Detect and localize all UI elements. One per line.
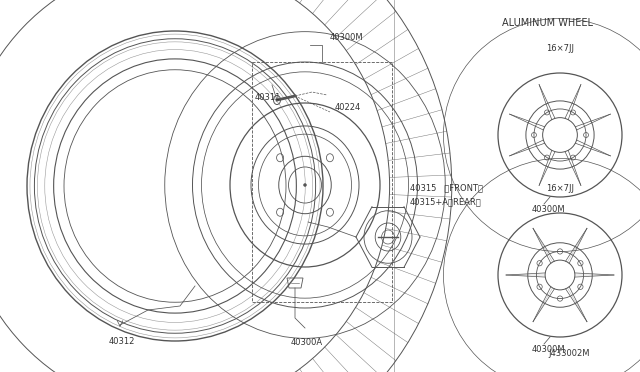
Text: 16×7JJ: 16×7JJ <box>546 184 574 193</box>
Text: 40224: 40224 <box>335 103 361 112</box>
Text: 40300M: 40300M <box>531 205 565 214</box>
Text: 40300M: 40300M <box>330 33 364 42</box>
Text: 40315+A（REAR）: 40315+A（REAR） <box>410 198 482 206</box>
Text: J433002M: J433002M <box>548 349 590 358</box>
Text: 16×7JJ: 16×7JJ <box>546 44 574 53</box>
Text: ALUMINUM WHEEL: ALUMINUM WHEEL <box>502 18 593 28</box>
Text: 40311: 40311 <box>255 93 282 102</box>
Text: 40300M: 40300M <box>531 345 565 354</box>
Text: 40315   （FRONT）: 40315 （FRONT） <box>410 183 483 192</box>
Bar <box>252 62 392 302</box>
Text: 40300A: 40300A <box>291 338 323 347</box>
Text: 40312: 40312 <box>109 337 135 346</box>
Ellipse shape <box>303 183 307 186</box>
